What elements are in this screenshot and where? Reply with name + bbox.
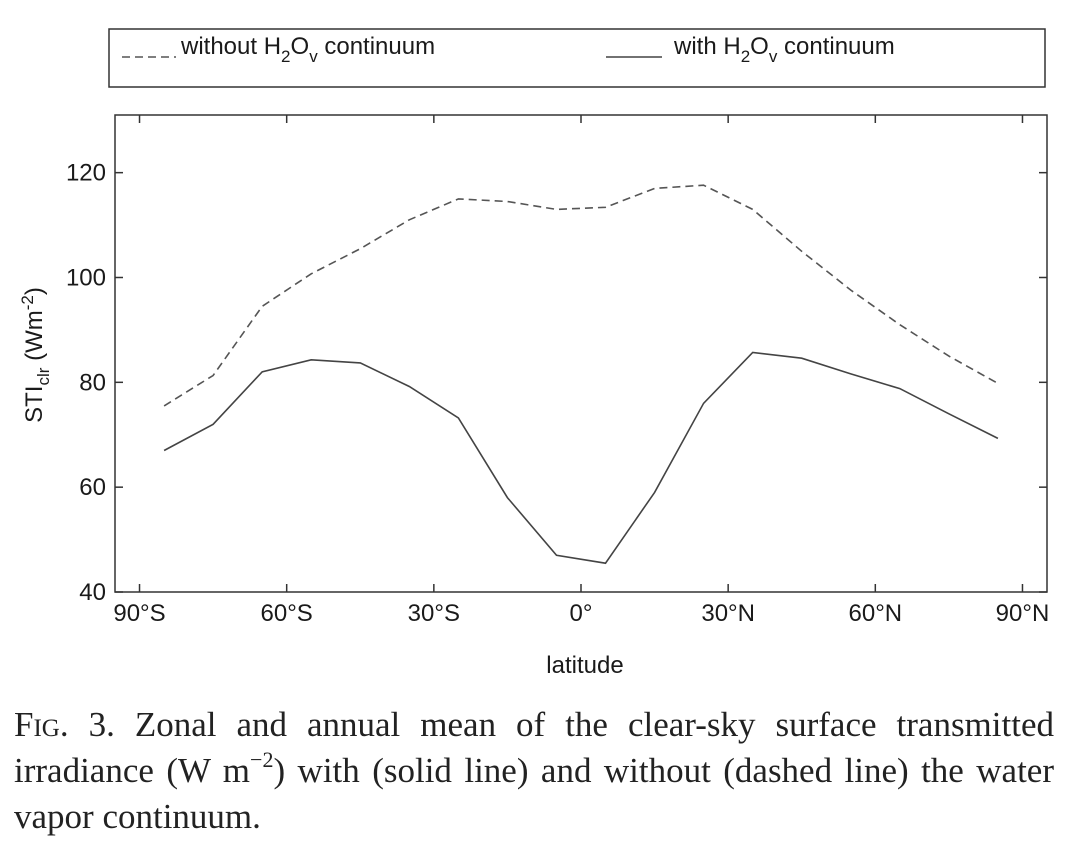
- plot-frame: [114, 114, 1048, 593]
- x-axis-label: latitude: [546, 652, 623, 679]
- series-line-solid: [163, 351, 999, 565]
- y-axis-label: STIclr (Wm-2): [18, 287, 53, 423]
- legend-box: [108, 28, 1046, 88]
- x-tick-label: 0°: [570, 600, 593, 627]
- x-tick-label: 90°N: [996, 600, 1050, 627]
- y-tick-label: 80: [79, 369, 106, 396]
- figure-caption: Fig. 3. Zonal and annual mean of the cle…: [14, 702, 1054, 840]
- y-tick-label: 60: [79, 474, 106, 501]
- x-tick-label: 60°S: [261, 600, 313, 627]
- x-tick-label: 30°N: [701, 600, 755, 627]
- caption-text-1: Zonal and annual mean of the clear-sky s…: [14, 705, 1054, 790]
- series-line-dashed: [163, 184, 999, 407]
- legend-label-without: without H2Ov continuum: [180, 33, 435, 66]
- tick-labels: 90°S 60°S 30°S 0° 30°N 60°N 90°N 40 60 80 100 120: [66, 160, 1049, 627]
- y-tick-label: 40: [79, 579, 106, 606]
- y-tick-label: 100: [66, 264, 106, 291]
- x-tick-label: 90°S: [113, 600, 165, 627]
- caption-text-2: ) with (solid line) and without (dashed …: [14, 751, 1054, 836]
- caption-superscript: −2: [250, 747, 274, 772]
- figure-label: Fig. 3.: [14, 705, 115, 744]
- series-group: [163, 184, 999, 565]
- legend: without H2Ov continuum with H2Ov continu…: [108, 28, 1046, 88]
- y-tick-label: 120: [66, 160, 106, 187]
- ticks: [115, 115, 1047, 593]
- chart: without H2Ov continuum with H2Ov continu…: [18, 28, 1049, 679]
- x-tick-label: 30°S: [408, 600, 460, 627]
- x-tick-label: 60°N: [849, 600, 903, 627]
- legend-label-with: with H2Ov continuum: [673, 33, 895, 66]
